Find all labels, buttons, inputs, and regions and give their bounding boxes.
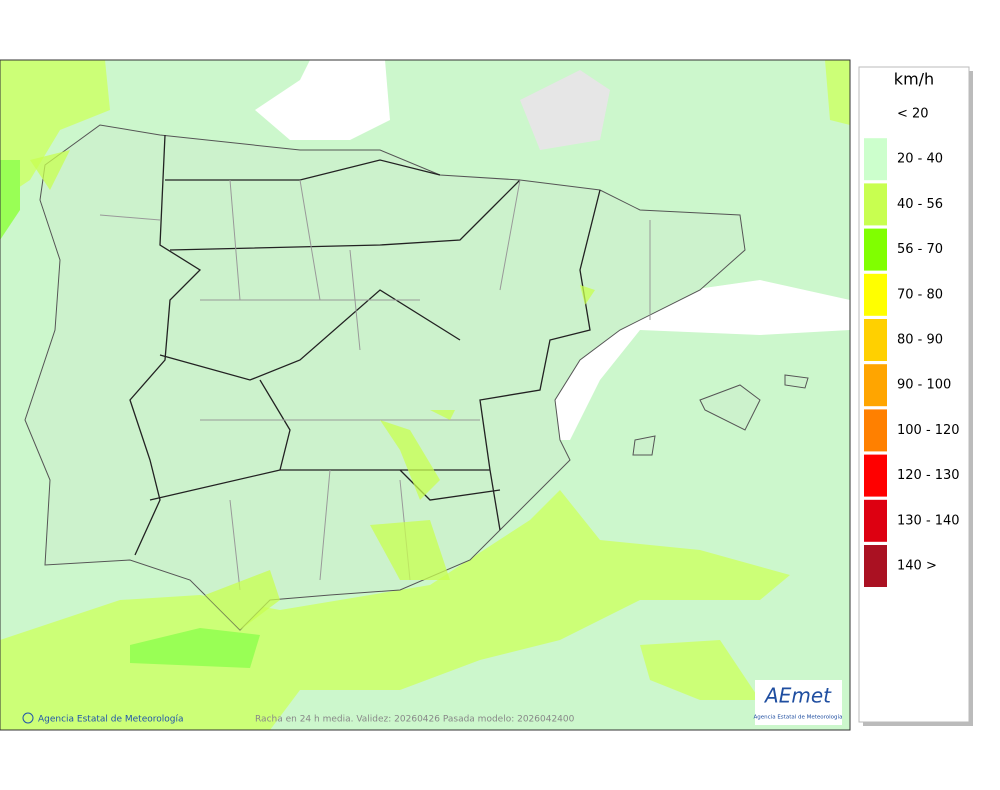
legend-label: 90 - 100 [897, 378, 951, 393]
legend-label: 140 > [897, 559, 937, 574]
legend-label: 120 - 130 [897, 468, 960, 483]
legend-title: km/h [894, 70, 934, 89]
legend: km/h < 20 20 - 40 40 - 56 56 - 70 70 - 80 80 … [858, 66, 973, 726]
legend-swatch [864, 183, 887, 226]
logo-box [755, 680, 842, 725]
copyright-icon [22, 712, 34, 724]
sea-calm [520, 70, 610, 150]
wind-zone [0, 160, 20, 240]
legend-swatch [864, 319, 887, 361]
sea-calm [550, 280, 850, 440]
legend-swatch [864, 93, 887, 135]
legend-swatch [864, 138, 887, 181]
wind-zone [130, 628, 260, 668]
legend-label: 100 - 120 [897, 423, 960, 438]
legend-label: < 20 [897, 107, 929, 122]
logo-brand: AEmet [763, 684, 832, 708]
legend-label: 56 - 70 [897, 242, 943, 257]
legend-label: 70 - 80 [897, 287, 943, 302]
wind-zone [825, 60, 850, 125]
border [129, 134, 202, 556]
legend-label: 130 - 140 [897, 513, 960, 528]
legend-swatch [864, 228, 887, 271]
map: Agencia Estatal de Meteorología Racha en… [0, 59, 851, 731]
legend-swatch [864, 499, 887, 542]
sea-calm [255, 60, 390, 140]
legend-label: 20 - 40 [897, 152, 943, 167]
map-frame [0, 59, 851, 731]
land [24, 124, 746, 631]
legend-swatch [864, 454, 887, 497]
credit: Agencia Estatal de Meteorología [38, 715, 184, 725]
island [632, 374, 809, 456]
legend-swatch [864, 545, 887, 587]
legend-swatch [864, 364, 887, 407]
border [149, 159, 601, 531]
logo-subtitle: Agencia Estatal de Meteorología [754, 714, 843, 721]
legend-swatch [864, 273, 887, 316]
legend-swatch [864, 409, 887, 452]
wind-zone [0, 490, 790, 730]
legend-label: 80 - 90 [897, 333, 943, 348]
wind-zone [640, 640, 760, 700]
legend-label: 40 - 56 [897, 197, 943, 212]
wind-zone [0, 60, 110, 200]
caption: Racha en 24 h media. Validez: 20260426 P… [255, 715, 575, 725]
